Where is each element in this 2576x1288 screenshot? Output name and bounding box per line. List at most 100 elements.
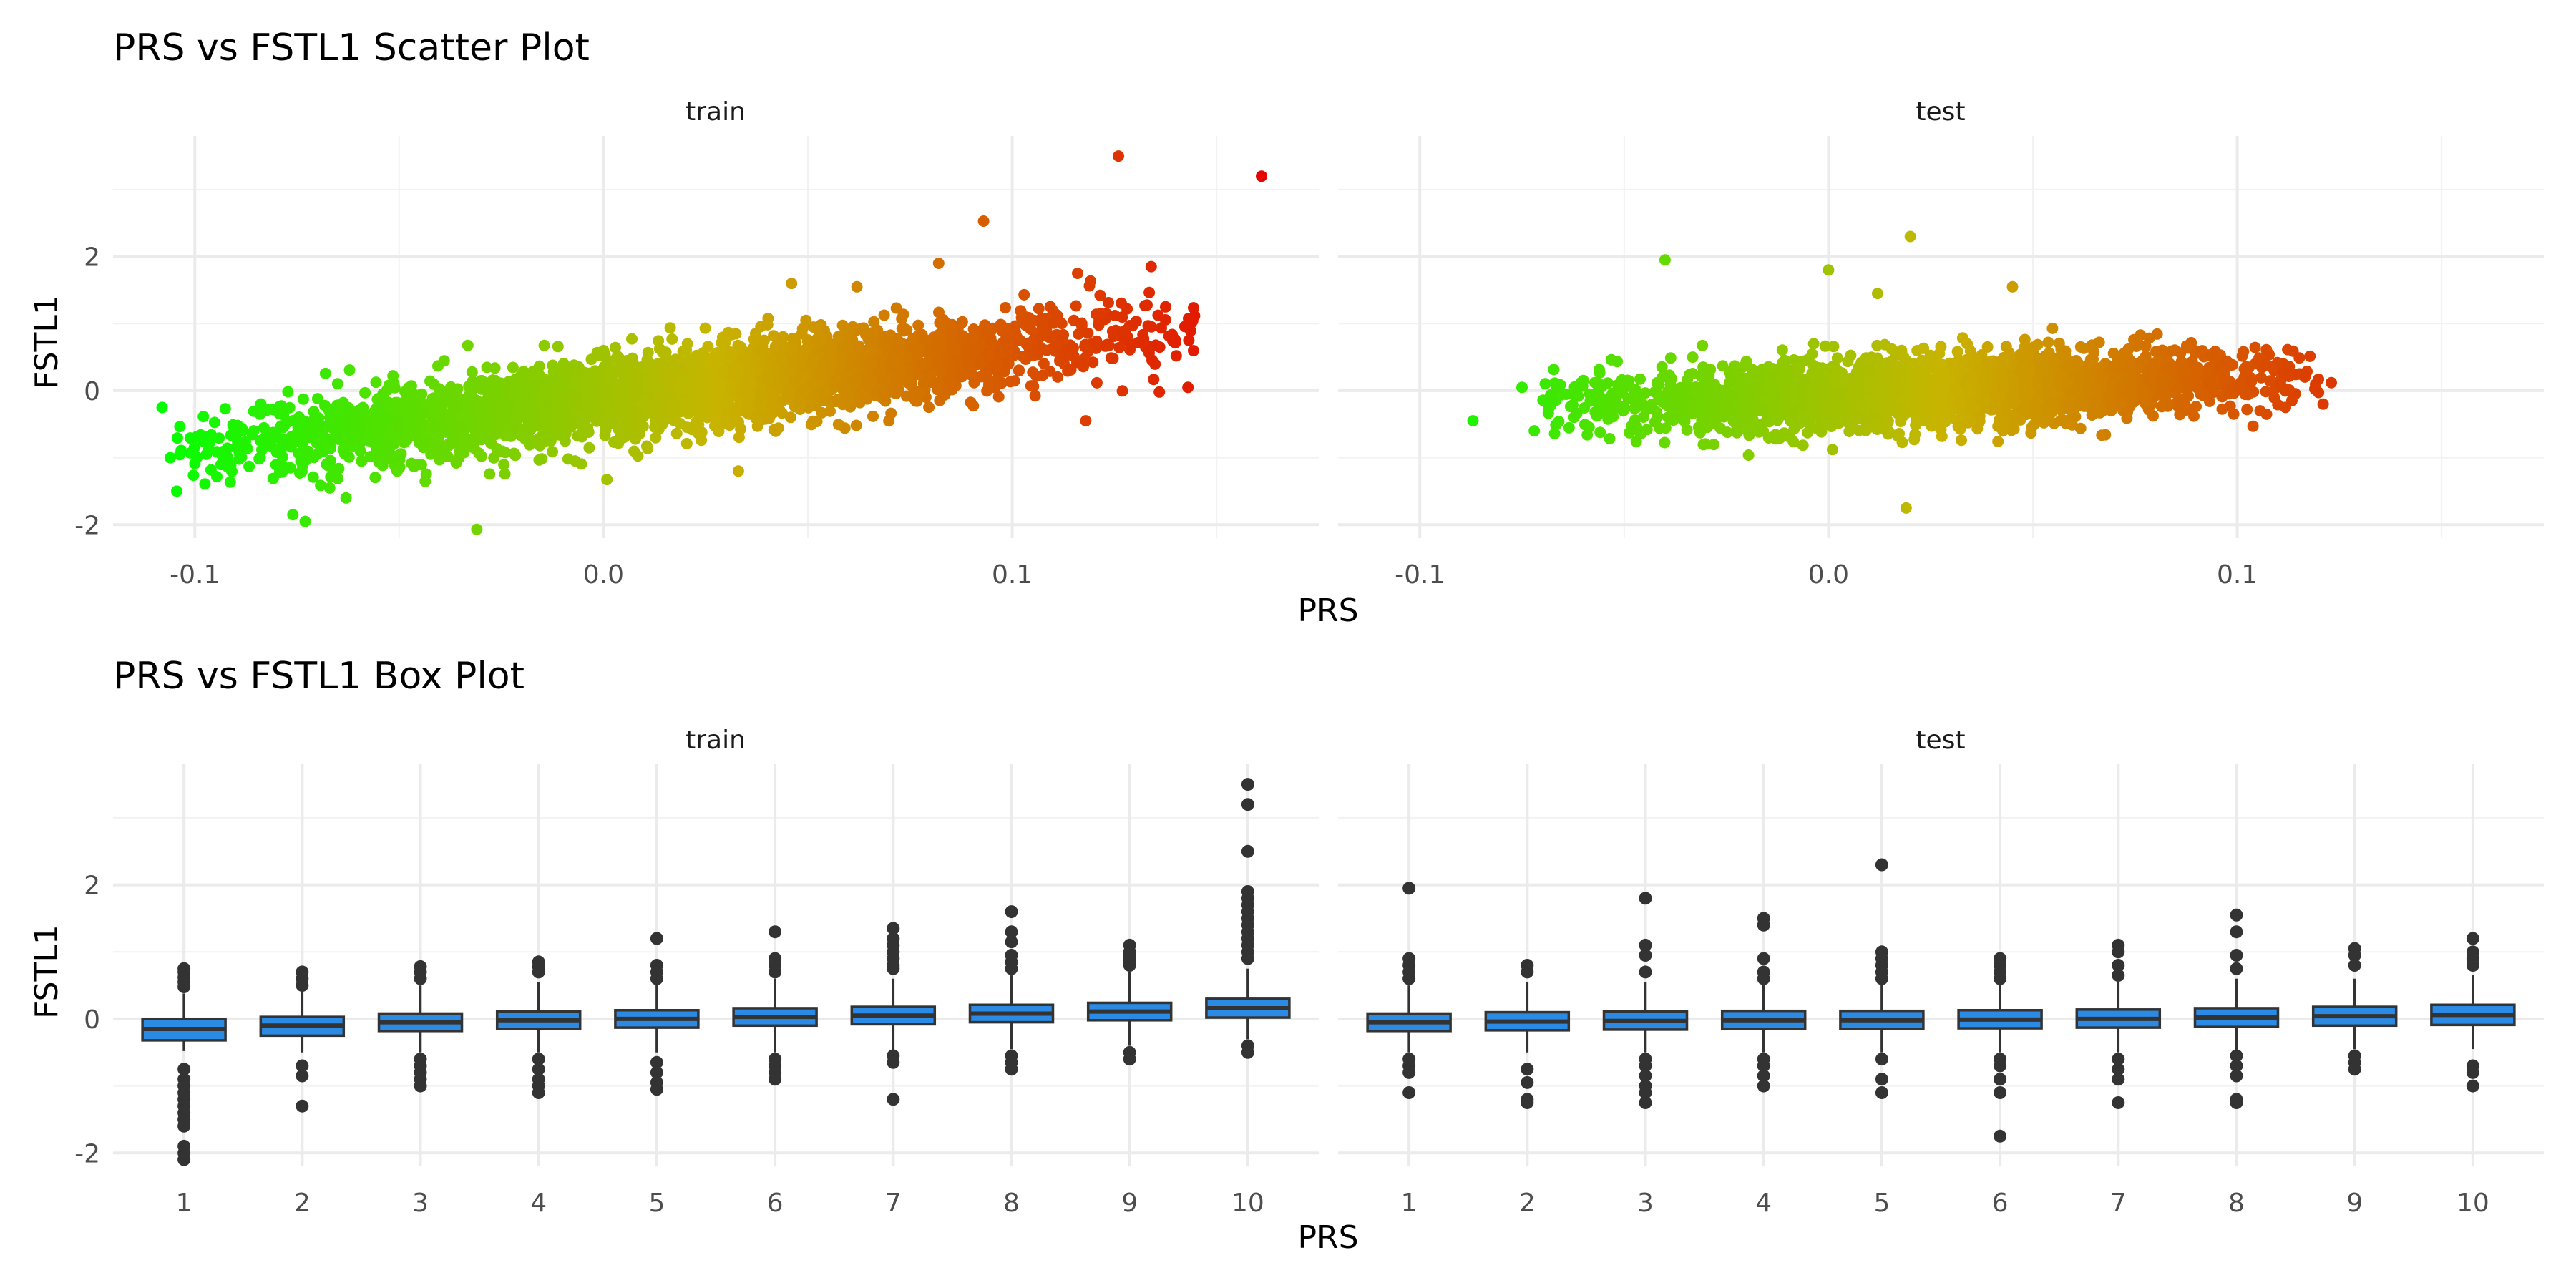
- scatter-point: [2053, 337, 2065, 349]
- scatter-point: [1589, 406, 1601, 418]
- scatter-point: [666, 333, 678, 345]
- scatter-point: [779, 341, 791, 353]
- scatter-point: [1152, 309, 1164, 321]
- scatter-point: [1908, 434, 1921, 446]
- scatter-point: [1776, 344, 1788, 356]
- scatter-point: [426, 403, 438, 414]
- scatter-point: [243, 460, 255, 472]
- scatter-point: [522, 394, 534, 406]
- scatter-point: [424, 375, 436, 387]
- scatter-point: [1807, 338, 1820, 350]
- scatter-point: [315, 429, 327, 441]
- scatter-point: [768, 330, 780, 342]
- scatter-point: [156, 401, 168, 414]
- scatter-point: [531, 401, 543, 413]
- scatter-point: [185, 447, 197, 459]
- scatter-point: [560, 408, 572, 420]
- scatter-point: [383, 379, 395, 391]
- scatter-point: [608, 409, 620, 420]
- scatter-point: [1073, 328, 1085, 340]
- scatter-point: [388, 453, 399, 465]
- scatter-point: [522, 407, 535, 419]
- scatter-point: [732, 465, 744, 477]
- scatter-point: [1935, 341, 1947, 353]
- scatter-point: [203, 444, 215, 456]
- scatter-point: [839, 422, 851, 434]
- scatter-point: [331, 378, 343, 390]
- scatter-point: [886, 351, 898, 364]
- scatter-point: [672, 381, 684, 394]
- scatter-point: [2155, 401, 2167, 413]
- scatter-point: [543, 434, 555, 447]
- scatter-point: [598, 361, 610, 373]
- scatter-point: [438, 355, 450, 367]
- scatter-point: [285, 441, 297, 453]
- scatter-point: [786, 278, 798, 290]
- scatter-point: [1649, 416, 1661, 428]
- scatter-point: [1003, 331, 1015, 343]
- scatter-point: [1936, 430, 1948, 442]
- scatter-point: [430, 421, 441, 434]
- scatter-point: [582, 408, 594, 420]
- scatter-point: [919, 377, 931, 389]
- scatter-point: [693, 349, 706, 361]
- scatter-point: [992, 391, 1005, 403]
- scatter-point: [1819, 340, 1831, 352]
- scatter-point: [376, 459, 389, 472]
- scatter-point: [1017, 351, 1029, 362]
- scatter-point: [862, 344, 873, 356]
- scatter-point: [1148, 374, 1160, 386]
- scatter-point: [698, 377, 711, 389]
- scatter-point: [287, 509, 299, 521]
- scatter-point: [471, 523, 483, 535]
- scatter-point: [935, 336, 947, 348]
- scatter-point: [2177, 401, 2190, 414]
- scatter-point: [331, 411, 343, 423]
- scatter-point: [1091, 376, 1103, 389]
- scatter-point: [1047, 304, 1059, 316]
- scatter-point: [742, 371, 754, 383]
- scatter-point: [1981, 341, 1994, 353]
- scatter-point: [447, 406, 459, 418]
- scatter-point: [1094, 289, 1106, 301]
- scatter-point: [348, 409, 361, 421]
- scatter-point: [559, 435, 571, 447]
- scatter-point: [400, 407, 412, 419]
- scatter-point: [802, 401, 814, 414]
- scatter-point: [626, 333, 638, 345]
- scatter-point: [956, 331, 968, 343]
- scatter-point: [2272, 399, 2284, 411]
- scatter-point: [836, 350, 848, 362]
- scatter-point: [299, 515, 311, 527]
- scatter-point: [956, 371, 968, 383]
- scatter-points-train: [156, 150, 1267, 535]
- scatter-point: [932, 258, 945, 269]
- scatter-point: [309, 411, 321, 423]
- scatter-point: [525, 381, 537, 394]
- scatter-point: [1708, 439, 1719, 451]
- scatter-point: [1000, 302, 1011, 313]
- scatter-point: [2247, 420, 2259, 432]
- scatter-point: [625, 369, 638, 381]
- scatter-point: [831, 394, 844, 406]
- scatter-point: [502, 426, 514, 439]
- scatter-point: [896, 323, 908, 335]
- scatter-point: [499, 414, 511, 426]
- scatter-point: [658, 386, 670, 398]
- scatter-point: [484, 436, 497, 449]
- scatter-point: [428, 392, 440, 404]
- scatter-point: [1169, 333, 1181, 346]
- scatter-point: [1548, 428, 1561, 439]
- scatter-point: [923, 401, 935, 414]
- scatter-point: [634, 419, 646, 431]
- scatter-point: [464, 381, 476, 394]
- scatter-point: [878, 309, 890, 321]
- scatter-point: [219, 403, 231, 415]
- scatter-point: [538, 412, 550, 424]
- scatter-point: [1687, 351, 1699, 364]
- scatter-point: [1882, 416, 1894, 429]
- scatter-point: [807, 415, 819, 427]
- scatter-point: [982, 373, 994, 385]
- scatter-point: [931, 354, 943, 366]
- scatter-point: [433, 383, 445, 395]
